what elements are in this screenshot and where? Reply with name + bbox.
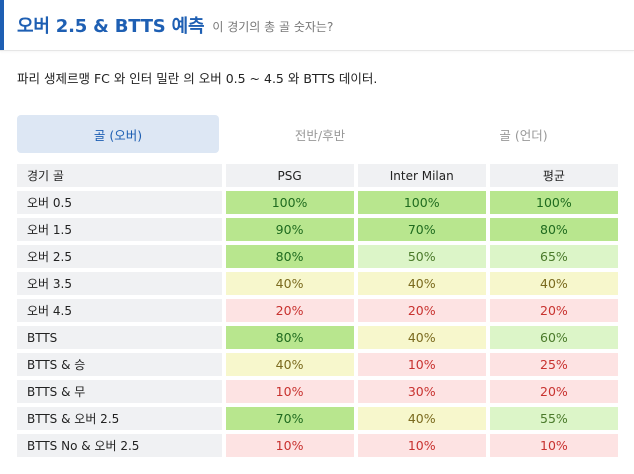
row-label: 오버 0.5 [17, 191, 222, 214]
tab-goals-over[interactable]: 골 (오버) [17, 115, 219, 153]
table-row: 오버 1.5 90% 70% 80% [17, 218, 618, 241]
average-value-cell: 10% [489, 434, 618, 457]
row-label: 오버 3.5 [17, 272, 222, 295]
average-value-cell: 80% [489, 218, 618, 241]
psg-value-cell: 40% [225, 272, 354, 295]
average-value-cell: 20% [489, 299, 618, 322]
psg-value-cell: 90% [225, 218, 354, 241]
psg-value-cell: 10% [225, 434, 354, 457]
table-row: BTTS & 오버 2.5 70% 40% 55% [17, 407, 618, 430]
description-section: 파리 생제르맹 FC 와 인터 밀란 의 오버 0.5 ~ 4.5 와 BTTS… [0, 51, 634, 111]
page-header: 오버 2.5 & BTTS 예측 이 경기의 총 골 숫자는? [0, 0, 634, 51]
table-row: BTTS & 무 10% 30% 20% [17, 380, 618, 403]
stats-table: 경기 골 PSG Inter Milan 평균 오버 0.5 100% 100% 10… [13, 160, 622, 461]
table-row: BTTS 80% 40% 60% [17, 326, 618, 349]
tab-goals-under[interactable]: 골 (언더) [499, 127, 548, 143]
inter-milan-value-cell: 30% [357, 380, 486, 403]
row-label: 오버 4.5 [17, 299, 222, 322]
inter-milan-value-cell: 100% [357, 191, 486, 214]
table-row: BTTS No & 오버 2.5 10% 10% 10% [17, 434, 618, 457]
psg-value-cell: 20% [225, 299, 354, 322]
table-row: 오버 0.5 100% 100% 100% [17, 191, 618, 214]
average-value-cell: 20% [489, 380, 618, 403]
stats-section: 골 (오버) 전반/후반 골 (언더) 경기 골 PSG Inter Milan… [0, 115, 634, 461]
table-row: BTTS & 승 40% 10% 25% [17, 353, 618, 376]
row-label: BTTS & 승 [17, 353, 222, 376]
inter-milan-value-cell: 70% [357, 218, 486, 241]
header-psg: PSG [225, 164, 354, 187]
header-average: 평균 [489, 164, 618, 187]
inter-milan-value-cell: 20% [357, 299, 486, 322]
average-value-cell: 60% [489, 326, 618, 349]
tab-half-time[interactable]: 전반/후반 [294, 127, 346, 143]
row-label: 오버 2.5 [17, 245, 222, 268]
tab-bar: 골 (오버) 전반/후반 골 (언더) [17, 115, 622, 153]
inter-milan-value-cell: 40% [357, 326, 486, 349]
inter-milan-value-cell: 10% [357, 353, 486, 376]
inter-milan-value-cell: 10% [357, 434, 486, 457]
psg-value-cell: 80% [225, 245, 354, 268]
average-value-cell: 100% [489, 191, 618, 214]
row-label: BTTS & 무 [17, 380, 222, 403]
row-label: BTTS & 오버 2.5 [17, 407, 222, 430]
page-title: 오버 2.5 & BTTS 예측 [17, 16, 205, 37]
inter-milan-value-cell: 40% [357, 407, 486, 430]
inter-milan-value-cell: 50% [357, 245, 486, 268]
table-row: 오버 4.5 20% 20% 20% [17, 299, 618, 322]
table-header-row: 경기 골 PSG Inter Milan 평균 [17, 164, 618, 187]
average-value-cell: 25% [489, 353, 618, 376]
header-match-goals: 경기 골 [17, 164, 222, 187]
inter-milan-value-cell: 40% [357, 272, 486, 295]
average-value-cell: 55% [489, 407, 618, 430]
table-body: 오버 0.5 100% 100% 100% 오버 1.5 90% 70% 80% 오버 2.5 8… [17, 191, 618, 457]
table-row: 오버 2.5 80% 50% 65% [17, 245, 618, 268]
page-subtitle: 이 경기의 총 골 숫자는? [212, 20, 334, 34]
psg-value-cell: 40% [225, 353, 354, 376]
description-text: 파리 생제르맹 FC 와 인터 밀란 의 오버 0.5 ~ 4.5 와 BTTS… [17, 71, 378, 86]
row-label: BTTS [17, 326, 222, 349]
psg-value-cell: 10% [225, 380, 354, 403]
psg-value-cell: 70% [225, 407, 354, 430]
header-inter-milan: Inter Milan [357, 164, 486, 187]
psg-value-cell: 80% [225, 326, 354, 349]
average-value-cell: 65% [489, 245, 618, 268]
average-value-cell: 40% [489, 272, 618, 295]
psg-value-cell: 100% [225, 191, 354, 214]
row-label: 오버 1.5 [17, 218, 222, 241]
table-row: 오버 3.5 40% 40% 40% [17, 272, 618, 295]
row-label: BTTS No & 오버 2.5 [17, 434, 222, 457]
